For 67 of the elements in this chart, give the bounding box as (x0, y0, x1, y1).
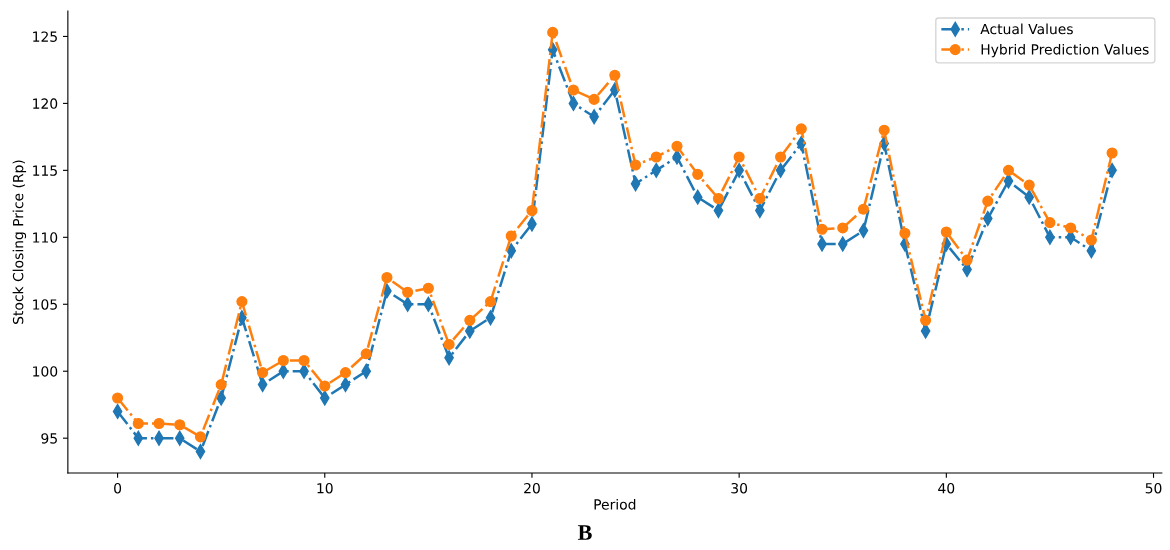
x-axis-title: Period (594, 498, 636, 510)
point (878, 124, 890, 136)
point (1044, 217, 1056, 229)
point (112, 392, 124, 404)
y-tick-label: 110 (33, 232, 58, 243)
point (629, 159, 642, 171)
y-tick-label: 115 (33, 165, 57, 176)
point (650, 151, 662, 163)
point (464, 314, 476, 326)
x-tick-label: 40 (938, 482, 955, 494)
x-tick-label: 50 (1145, 482, 1162, 494)
point (526, 204, 538, 217)
y-tick-label: 105 (33, 299, 57, 310)
point (339, 367, 352, 379)
point (402, 286, 414, 298)
point (381, 271, 393, 284)
point (940, 226, 952, 238)
point (174, 419, 186, 431)
point (692, 168, 704, 180)
point (194, 431, 207, 443)
point (775, 151, 787, 163)
y-tick-label: 100 (33, 366, 58, 377)
point (567, 84, 579, 96)
point (547, 26, 559, 38)
point (443, 338, 455, 350)
x-tick-label: 10 (317, 482, 333, 494)
point (360, 348, 372, 360)
point (215, 379, 227, 391)
y-tick-label: 95 (41, 433, 57, 444)
point (982, 195, 994, 207)
point (733, 151, 745, 163)
point (484, 296, 497, 308)
point (816, 223, 828, 235)
point (422, 282, 434, 294)
point (857, 203, 870, 215)
point (1065, 222, 1077, 234)
point (1023, 179, 1035, 191)
point (132, 417, 144, 430)
point (319, 380, 331, 392)
point (298, 354, 310, 367)
point (795, 123, 807, 135)
legend-label: Hybrid Prediction Values (981, 43, 1149, 58)
point (754, 192, 766, 205)
point (1085, 234, 1097, 246)
point (1002, 164, 1015, 176)
x-tick-label: 20 (524, 482, 540, 494)
point (671, 140, 683, 152)
point (153, 417, 165, 430)
point (1106, 147, 1118, 159)
point (257, 367, 269, 379)
point (609, 69, 621, 81)
y-axis-title: Stock Closing Price (Rp) (12, 160, 27, 324)
x-tick-label: 30 (731, 482, 748, 494)
y-tick-label: 125 (33, 31, 57, 42)
point (837, 222, 849, 234)
point (961, 254, 973, 266)
point (505, 230, 517, 242)
text: B (577, 525, 592, 540)
y-tick-label: 120 (33, 98, 58, 109)
point (277, 354, 289, 367)
point (588, 93, 600, 105)
point (899, 227, 911, 239)
x-tick-label: 0 (114, 482, 122, 494)
point (236, 296, 248, 308)
legend-label: Actual Values (980, 23, 1073, 35)
point (920, 314, 932, 326)
point (712, 192, 724, 205)
